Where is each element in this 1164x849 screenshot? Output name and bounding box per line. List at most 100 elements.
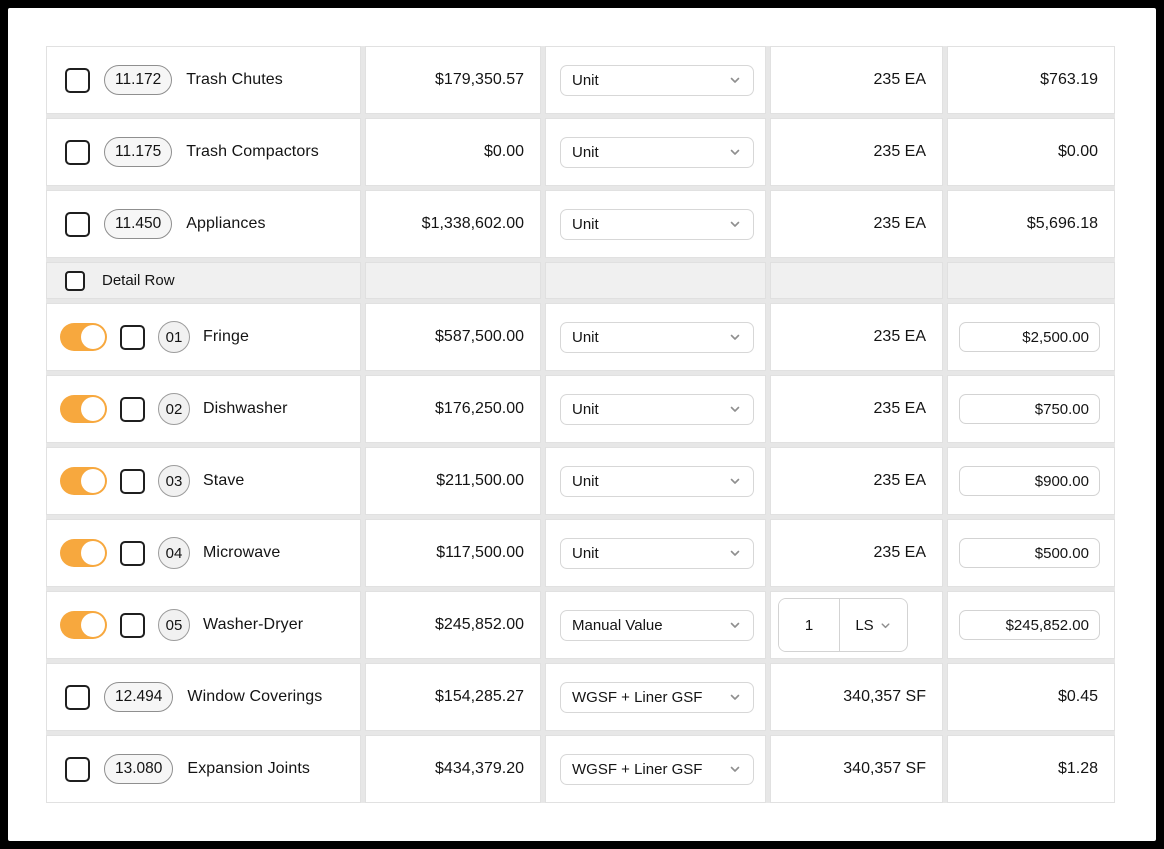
detail-number-badge: 04 [158, 537, 190, 569]
empty-cell [770, 262, 943, 299]
detail-toggle-on[interactable] [60, 467, 107, 495]
row-checkbox[interactable] [65, 684, 90, 710]
basis-dropdown[interactable]: Manual Value [560, 609, 754, 641]
basis-dropdown[interactable]: Unit [560, 393, 754, 425]
unit-cost-cell [947, 303, 1115, 371]
basis-dropdown[interactable]: WGSF + Liner GSF [560, 753, 754, 785]
basis-dropdown[interactable]: Unit [560, 64, 754, 96]
estimate-page: 11.172 Trash Chutes $179,350.57 Unit 235… [8, 8, 1156, 841]
detail-label: Stave [203, 472, 245, 489]
chevron-down-icon [730, 550, 740, 556]
toggle-knob [81, 469, 105, 493]
basis-dropdown[interactable]: Unit [560, 208, 754, 240]
unit-cost-cell: $763.19 [947, 46, 1115, 114]
total-amount: $154,285.27 [435, 688, 524, 705]
row-checkbox[interactable] [65, 756, 90, 782]
detail-toggle-on[interactable] [60, 611, 107, 639]
quantity-value: 235 EA [873, 71, 926, 88]
estimate-table: 11.172 Trash Chutes $179,350.57 Unit 235… [46, 46, 1115, 803]
toggle-knob [81, 397, 105, 421]
unit-cost-cell: $5,696.18 [947, 190, 1115, 258]
total-amount: $0.00 [483, 143, 524, 160]
item-cell: 11.175 Trash Compactors [46, 118, 361, 186]
unit-cost-value: $0.00 [1057, 143, 1098, 160]
chevron-down-icon [730, 149, 740, 155]
table-row: 13.080 Expansion Joints $434,379.20 WGSF… [46, 735, 1115, 803]
detail-header-row: Detail Row [46, 262, 1115, 299]
row-checkbox[interactable] [65, 67, 90, 93]
unit-cost-input[interactable] [959, 466, 1100, 496]
empty-cell [365, 262, 541, 299]
detail-toggle-on[interactable] [60, 395, 107, 423]
quantity-value: 235 EA [873, 215, 926, 232]
unit-cost-input[interactable] [959, 322, 1100, 352]
detail-number-badge: 02 [158, 393, 190, 425]
empty-cell [947, 262, 1115, 299]
detail-item-cell: 04 Microwave [46, 519, 361, 587]
detail-toggle-on[interactable] [60, 323, 107, 351]
cost-code-badge: 11.450 [104, 209, 173, 239]
toggle-knob [81, 325, 105, 349]
table-row: 12.494 Window Coverings $154,285.27 WGSF… [46, 663, 1115, 731]
row-checkbox[interactable] [65, 211, 90, 237]
table-row: 11.450 Appliances $1,338,602.00 Unit 235… [46, 190, 1115, 258]
basis-dropdown[interactable]: Unit [560, 136, 754, 168]
quantity-unit-dropdown[interactable]: LS [839, 599, 907, 651]
unit-cost-input[interactable] [959, 610, 1100, 640]
cost-code-badge: 13.080 [104, 754, 174, 784]
row-checkbox[interactable] [120, 396, 145, 422]
unit-cost-cell: $1.28 [947, 735, 1115, 803]
item-cell: 12.494 Window Coverings [46, 663, 361, 731]
total-amount: $587,500.00 [435, 328, 524, 345]
total-amount-cell: $434,379.20 [365, 735, 541, 803]
quantity-cell: 235 EA [770, 447, 943, 515]
unit-cost-input[interactable] [959, 538, 1100, 568]
basis-dropdown[interactable]: Unit [560, 537, 754, 569]
item-label: Window Coverings [187, 688, 323, 705]
total-amount: $245,852.00 [435, 616, 524, 633]
unit-cost-value: $763.19 [1040, 71, 1098, 88]
quantity-value-input[interactable] [779, 599, 839, 651]
quantity-cell: 235 EA [770, 519, 943, 587]
basis-cell: Unit [545, 46, 766, 114]
quantity-cell: 235 EA [770, 118, 943, 186]
basis-dropdown[interactable]: Unit [560, 321, 754, 353]
chevron-down-icon [730, 478, 740, 484]
toggle-knob [81, 613, 105, 637]
detail-item-cell: 01 Fringe [46, 303, 361, 371]
row-checkbox[interactable] [120, 540, 145, 566]
chevron-down-icon [730, 694, 740, 700]
basis-dropdown[interactable]: Unit [560, 465, 754, 497]
quantity-value: 235 EA [873, 472, 926, 489]
chevron-down-icon [881, 622, 890, 628]
detail-header-cell: Detail Row [46, 262, 361, 299]
unit-cost-cell [947, 375, 1115, 443]
cost-code-badge: 12.494 [104, 682, 174, 712]
total-amount: $117,500.00 [436, 544, 524, 561]
unit-cost-cell [947, 519, 1115, 587]
detail-label: Washer-Dryer [203, 616, 304, 633]
unit-cost-cell: $0.00 [947, 118, 1115, 186]
cost-code-badge: 11.172 [104, 65, 173, 95]
detail-row: 03 Stave $211,500.00 Unit 235 EA [46, 447, 1115, 515]
total-amount-cell: $0.00 [365, 118, 541, 186]
row-checkbox[interactable] [120, 612, 145, 638]
row-checkbox[interactable] [120, 324, 145, 350]
total-amount-cell: $179,350.57 [365, 46, 541, 114]
detail-row: 04 Microwave $117,500.00 Unit 235 EA [46, 519, 1115, 587]
row-checkbox[interactable] [120, 468, 145, 494]
detail-header-checkbox[interactable] [65, 270, 85, 291]
detail-item-cell: 03 Stave [46, 447, 361, 515]
table-row: 11.175 Trash Compactors $0.00 Unit 235 E… [46, 118, 1115, 186]
quantity-cell: 235 EA [770, 190, 943, 258]
row-checkbox[interactable] [65, 139, 90, 165]
unit-cost-value: $0.45 [1057, 688, 1098, 705]
quantity-value: 235 EA [873, 143, 926, 160]
quantity-cell: 235 EA [770, 46, 943, 114]
quantity-value: 235 EA [873, 544, 926, 561]
unit-cost-input[interactable] [959, 394, 1100, 424]
total-amount: $1,338,602.00 [421, 215, 524, 232]
basis-cell: Unit [545, 190, 766, 258]
detail-toggle-on[interactable] [60, 539, 107, 567]
basis-dropdown[interactable]: WGSF + Liner GSF [560, 681, 754, 713]
